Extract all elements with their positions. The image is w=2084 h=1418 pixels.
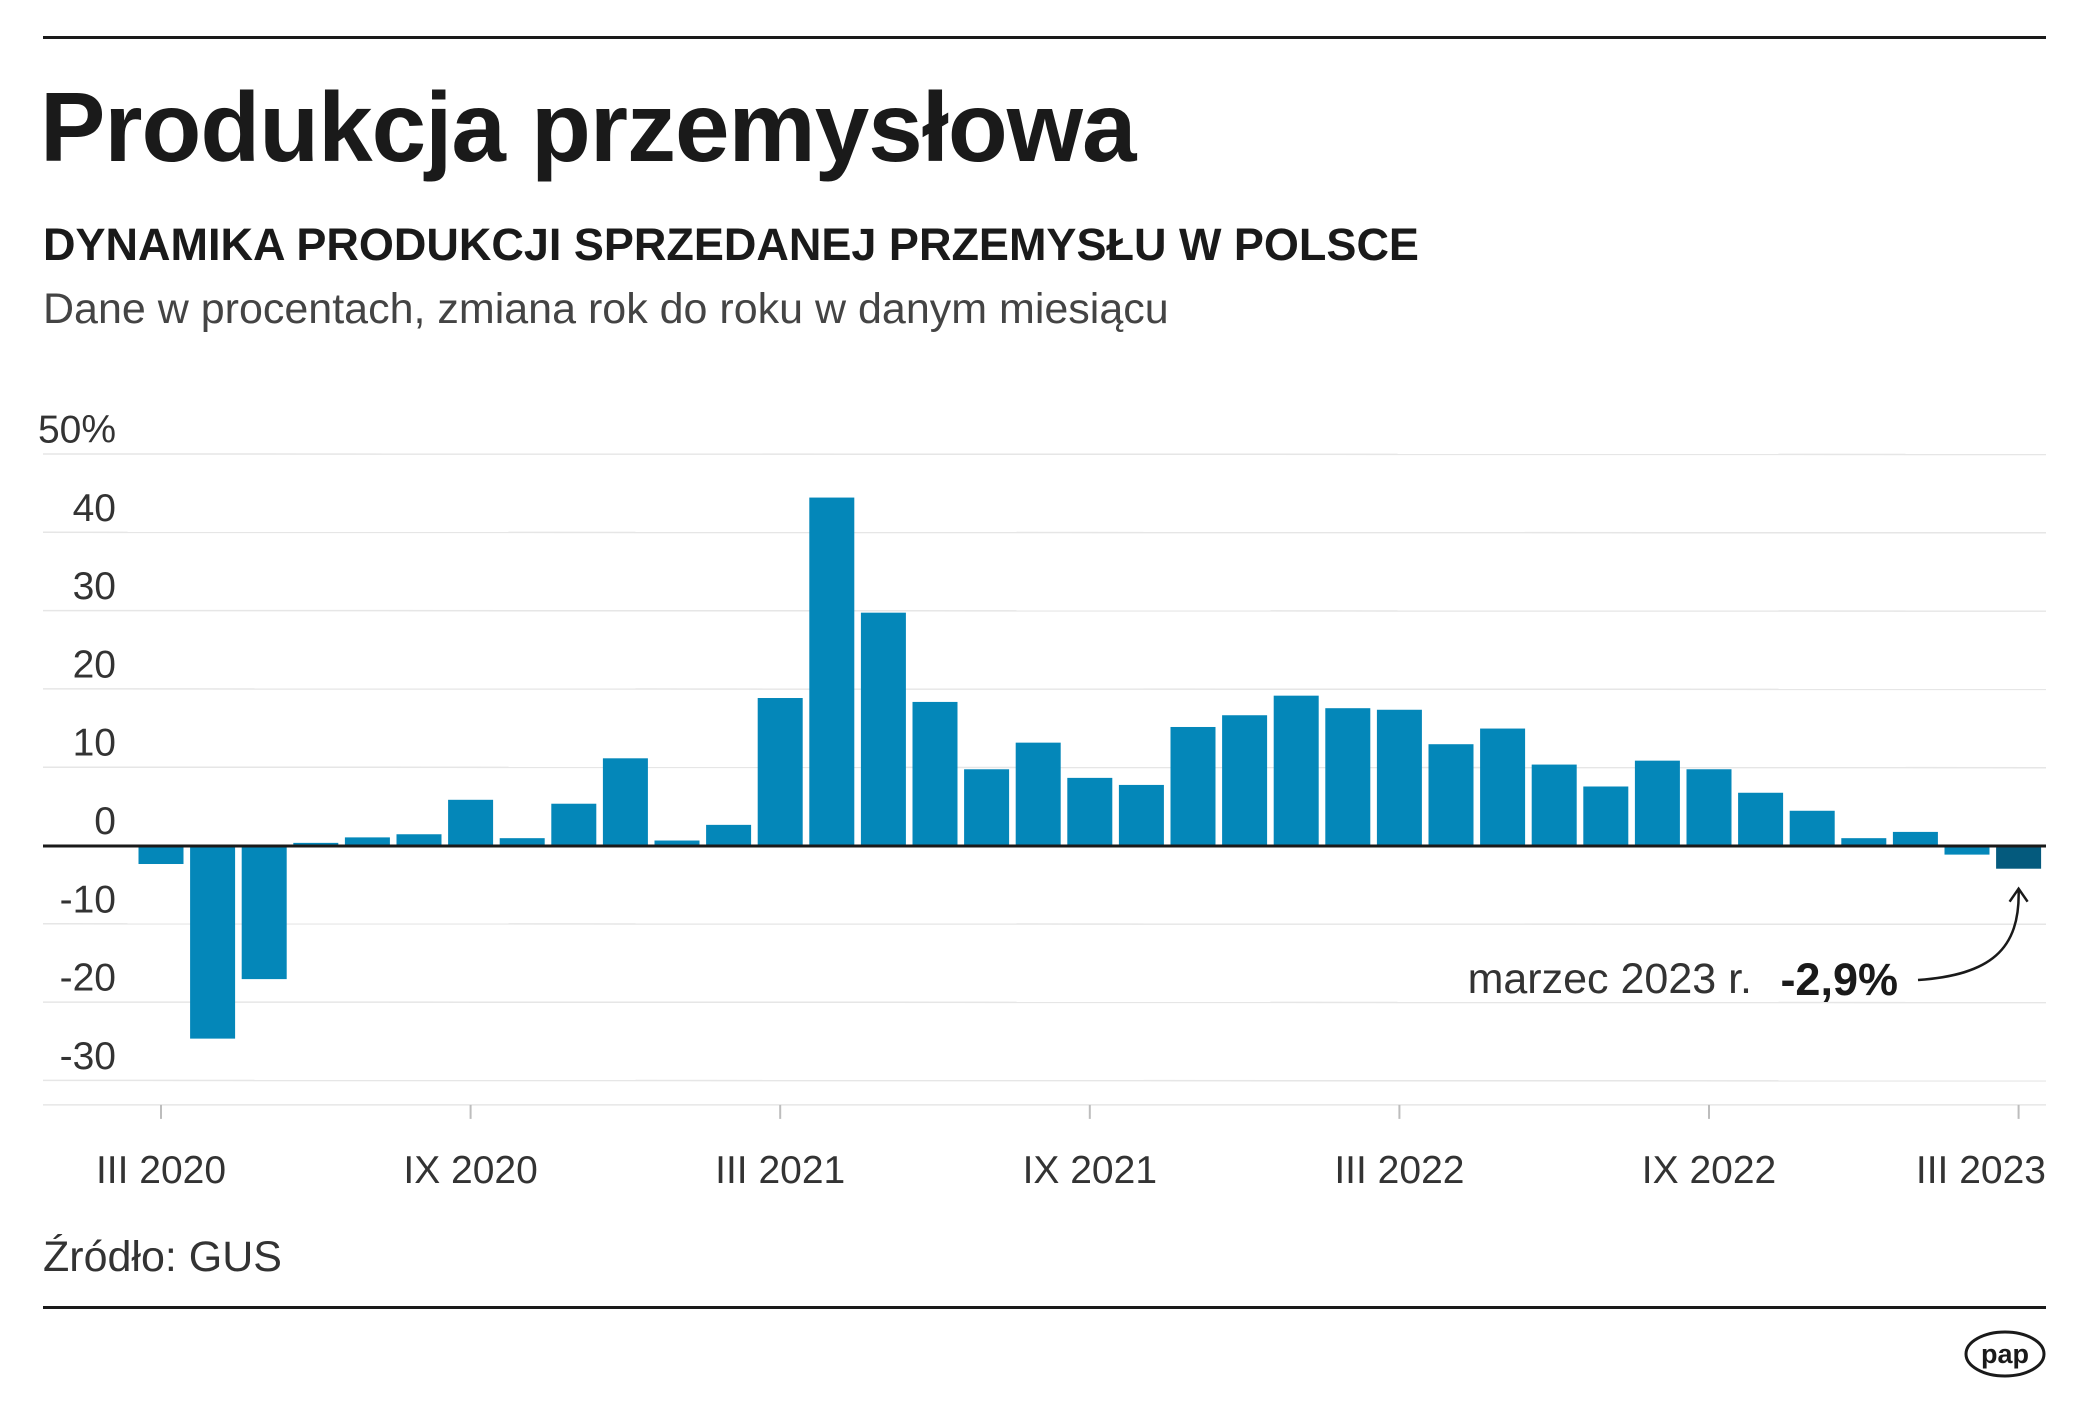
bars [138,497,2042,1039]
y-tick-label: 30 [73,565,116,608]
bar-iii-2020 [138,846,184,865]
bar-vi-2022 [1531,764,1577,846]
chart-description: Dane w procentach, zmiana rok do roku w … [43,285,1169,333]
bar-ix-2020 [448,799,494,846]
bar-iv-2020 [190,846,236,1039]
bar-x-2020 [499,838,545,846]
bar-viii-2022 [1634,760,1680,846]
source-note: Źródło: GUS [43,1233,282,1281]
bar-iv-2022 [1428,744,1474,846]
bar-i-2021 [654,840,700,846]
x-tick-label: IX 2022 [1642,1149,1776,1192]
bar-iii-2021 [757,698,803,846]
grid-line [42,923,2047,926]
bar-i-2022 [1273,695,1319,846]
y-tick-label: 20 [73,643,116,686]
bar-viii-2020 [396,834,442,846]
pap-logo-text: pap [1981,1339,2029,1369]
grid-line [42,609,2047,612]
bar-vii-2021 [964,769,1010,846]
grid-line [42,1001,2047,1004]
y-tick-label: 50% [38,409,116,452]
bar-iii-2022 [1376,709,1422,846]
bar-vi-2021 [912,701,958,846]
bar-ii-2022 [1325,708,1371,846]
annotation-arrowhead [2008,886,2029,903]
x-tick-label: IX 2021 [1023,1149,1157,1192]
bar-x-2021 [1118,784,1164,846]
bar-v-2020 [241,846,287,980]
bar-ix-2022 [1686,769,1732,846]
grid-line [42,1079,2047,1082]
y-tick-label: -10 [60,878,116,921]
x-tick-label: IX 2020 [403,1149,537,1192]
grid-line [42,688,2047,691]
bar-v-2021 [860,612,906,846]
grid-line [42,453,2047,456]
annotation-label: marzec 2023 r. [1468,955,1752,1003]
y-tick-label: 40 [73,487,116,530]
bar-vii-2020 [344,837,390,846]
x-tick-label: III 2021 [715,1149,845,1192]
top-rule [43,36,2046,39]
bar-xi-2022 [1789,810,1835,846]
chart-subtitle: DYNAMIKA PRODUKCJI SPRZEDANEJ PRZEMYSŁU … [43,219,1419,270]
bar-i-2023 [1892,831,1938,846]
bar-vi-2020 [293,842,339,846]
bar-vii-2022 [1583,786,1629,846]
bar-iv-2021 [809,497,855,846]
annotation: marzec 2023 r. -2,9% [1468,886,2029,1005]
bar-iii-2023 [1996,846,2042,869]
page-title: Produkcja przemysłowa [40,72,1137,182]
x-axis-ticks: III 2020 IX 2020 III 2021 IX 2021 III 2022 IX… [96,1104,2046,1192]
bar-ix-2021 [1067,777,1113,846]
y-tick-label: -20 [60,957,116,1000]
grid-line [42,531,2047,534]
annotation-arrow [1917,888,2020,982]
x-tick-label: III 2023 [1916,1149,2046,1192]
bar-v-2022 [1480,728,1526,846]
x-tick-label: III 2020 [96,1149,226,1192]
y-tick-label: 10 [73,722,116,765]
bar-xii-2022 [1841,838,1887,846]
annotation-value: -2,9% [1780,954,1898,1005]
y-axis-ticks: 50% 40 30 20 10 0 -10 -20 -30 [38,409,116,1078]
bar-ii-2023 [1944,846,1990,855]
bar-xi-2020 [551,803,597,846]
bar-xii-2020 [602,758,648,846]
bar-xi-2021 [1170,726,1216,846]
bar-viii-2021 [1015,742,1061,846]
y-tick-label: -30 [60,1035,116,1078]
bar-ii-2021 [706,824,752,846]
bar-x-2022 [1738,792,1784,846]
bar-xii-2021 [1222,715,1268,846]
pap-logo: pap [1964,1330,2046,1378]
x-tick-label: III 2022 [1334,1149,1464,1192]
y-tick-label: 0 [94,800,116,843]
bottom-rule [43,1306,2046,1309]
